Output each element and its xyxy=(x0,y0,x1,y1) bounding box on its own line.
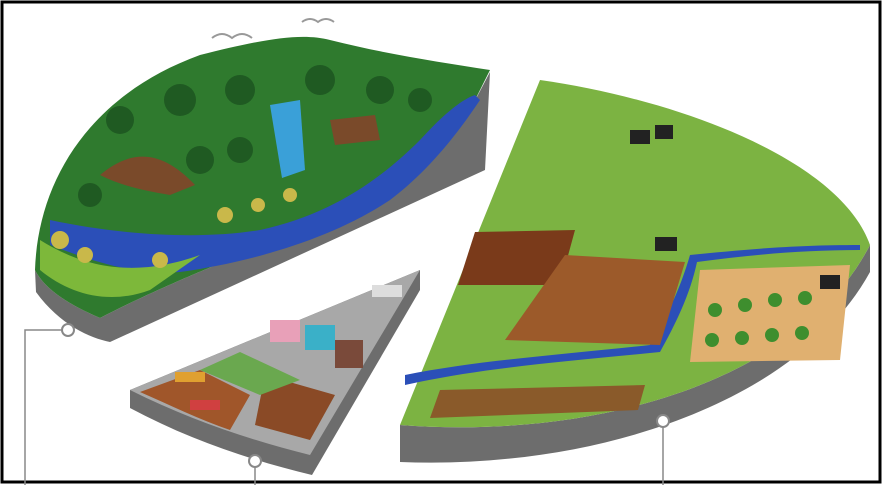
forest-slice xyxy=(35,36,490,342)
markers xyxy=(61,323,670,468)
city-slice xyxy=(130,270,420,475)
leader-lines xyxy=(24,329,664,485)
farm-slice xyxy=(400,80,870,463)
